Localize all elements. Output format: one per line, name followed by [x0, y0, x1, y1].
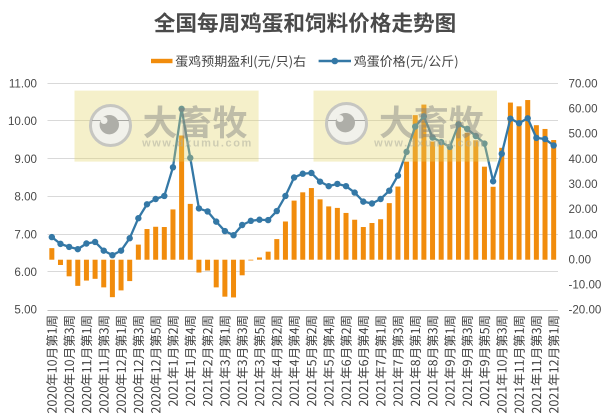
svg-text:-20.00: -20.00: [569, 304, 602, 317]
svg-text:5.00: 5.00: [14, 304, 37, 317]
svg-text:8.00: 8.00: [14, 191, 37, 204]
svg-text:30.00: 30.00: [569, 178, 598, 191]
svg-text:50.00: 50.00: [569, 128, 598, 141]
svg-text:7.00: 7.00: [14, 228, 37, 241]
svg-text:60.00: 60.00: [569, 103, 598, 116]
svg-text:6.00: 6.00: [14, 266, 37, 279]
svg-text:40.00: 40.00: [569, 153, 598, 166]
svg-text:9.00: 9.00: [14, 153, 37, 166]
svg-text:www.dxumu.com: www.dxumu.com: [141, 138, 253, 150]
svg-text:www.dxumu.com: www.dxumu.com: [373, 138, 485, 150]
svg-text:20.00: 20.00: [569, 203, 598, 216]
svg-text:-10.00: -10.00: [569, 279, 602, 292]
svg-text:11.00: 11.00: [9, 77, 37, 90]
svg-text:70.00: 70.00: [569, 77, 598, 90]
svg-text:0.00: 0.00: [569, 253, 592, 266]
svg-text:10.00: 10.00: [8, 115, 37, 128]
svg-text:10.00: 10.00: [569, 228, 598, 241]
